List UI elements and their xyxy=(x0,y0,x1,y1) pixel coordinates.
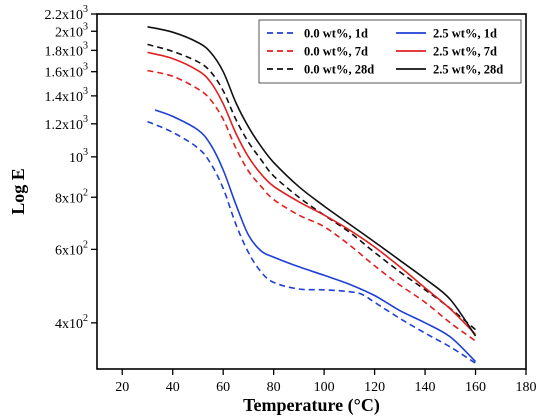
legend-label-1: 0.0 wt%, 7d xyxy=(304,45,368,59)
x-tick-label-4: 100 xyxy=(314,380,335,395)
x-tick-label-5: 120 xyxy=(364,380,385,395)
y-tick-label-5: 1.4x103 xyxy=(45,86,89,105)
y-tick-label-0: 4x102 xyxy=(55,313,88,332)
x-tick-label-7: 160 xyxy=(465,380,486,395)
x-axis-title: Temperature (°C) xyxy=(243,395,380,416)
series-line-1 xyxy=(147,69,476,342)
x-tick-label-2: 60 xyxy=(216,380,230,395)
x-tick-label-1: 40 xyxy=(166,380,180,395)
x-tick-label-3: 80 xyxy=(267,380,281,395)
legend-label-5: 2.5 wt%, 28d xyxy=(433,63,503,77)
legend-label-0: 0.0 wt%, 1d xyxy=(304,27,368,41)
y-tick-label-3: 103 xyxy=(69,147,88,166)
series-line-3 xyxy=(154,109,477,363)
x-tick-labels: 20 40 60 80 100 120 140 160 180 xyxy=(115,380,536,395)
y-tick-label-2: 8x102 xyxy=(55,187,88,206)
series-lines xyxy=(147,26,477,364)
series-line-5 xyxy=(147,26,477,337)
legend: 0.0 wt%, 1d 0.0 wt%, 7d 0.0 wt%, 28d 2.5 wt… xyxy=(258,19,522,84)
y-tick-label-1: 6x102 xyxy=(55,239,88,258)
y-tick-label-9: 2.2x103 xyxy=(45,4,89,23)
x-tick-label-0: 20 xyxy=(115,380,129,395)
legend-label-3: 2.5 wt%, 1d xyxy=(433,27,497,41)
y-tick-label-8: 2x103 xyxy=(55,21,88,40)
plot-frame xyxy=(96,13,527,370)
axis-ticks xyxy=(91,13,527,375)
x-tick-label-6: 140 xyxy=(415,380,436,395)
series-line-0 xyxy=(147,120,476,364)
series-line-4 xyxy=(147,51,477,336)
legend-label-4: 2.5 wt%, 7d xyxy=(433,45,497,59)
y-tick-label-4: 1.2x103 xyxy=(45,114,89,133)
y-axis-title: Log E xyxy=(8,168,28,215)
y-tick-labels: 4x102 6x102 8x102 103 1.2x103 1.4x103 1.6x103 1… xyxy=(45,4,89,332)
legend-box xyxy=(258,19,522,84)
series-line-2 xyxy=(147,43,477,331)
legend-label-2: 0.0 wt%, 28d xyxy=(304,63,374,77)
y-tick-label-6: 1.6x103 xyxy=(45,62,89,81)
y-tick-label-7: 1.8x103 xyxy=(45,40,89,59)
x-tick-label-8: 180 xyxy=(516,380,537,395)
